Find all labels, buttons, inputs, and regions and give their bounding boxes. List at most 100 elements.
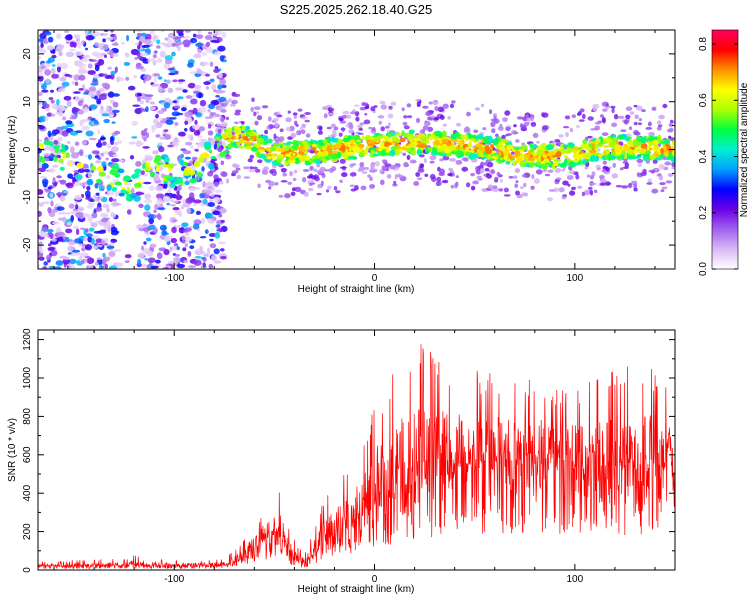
noise-blob (215, 224, 221, 228)
halo-blob (416, 101, 421, 106)
spectrogram-y-tick-label: 20 (22, 48, 33, 60)
noise-blob (88, 58, 94, 62)
ridge-blob (118, 192, 125, 197)
halo-blob (425, 111, 432, 117)
halo-blob (361, 102, 366, 106)
halo-blob (295, 130, 300, 136)
ridge-blob (270, 146, 276, 152)
ridge-blob (311, 155, 320, 160)
noise-blob (117, 140, 123, 145)
halo-blob (251, 166, 258, 170)
ridge-blob (54, 148, 59, 153)
noise-blob (100, 229, 107, 233)
ridge-blob (189, 178, 198, 184)
ridge-blob (198, 156, 204, 163)
noise-blob (152, 36, 157, 42)
noise-blob (64, 73, 71, 77)
colorbar: 0.0 0.2 0.4 0.6 0.8 Normalized spectral ampl… (698, 29, 750, 276)
halo-blob (403, 125, 410, 130)
noise-blob (52, 221, 60, 225)
noise-blob (175, 194, 182, 201)
ridge-blob (468, 138, 476, 142)
noise-blob (96, 257, 102, 261)
noise-blob (124, 182, 132, 186)
halo-blob (254, 168, 261, 173)
noise-blob (99, 136, 106, 141)
halo-blob (331, 132, 338, 137)
ridge-blob (536, 149, 545, 156)
ridge-blob (347, 156, 355, 160)
noise-blob (173, 256, 181, 263)
noise-blob (114, 66, 118, 73)
halo-blob (654, 168, 659, 172)
colorbar-tick-label: 0.0 (698, 262, 709, 276)
noise-blob (46, 254, 52, 261)
halo-blob (295, 123, 299, 127)
noise-blob (53, 266, 62, 269)
halo-blob (449, 103, 455, 109)
noise-blob (210, 40, 219, 43)
halo-blob (333, 126, 339, 131)
halo-blob (633, 183, 638, 189)
noise-blob (88, 91, 96, 98)
halo-blob (436, 176, 442, 182)
halo-blob (357, 168, 365, 172)
noise-blob (149, 243, 157, 248)
halo-blob (601, 117, 606, 123)
halo-blob (220, 116, 225, 123)
halo-blob (267, 116, 272, 122)
ridge-blob (670, 146, 675, 150)
chart-title: S225.2025.262.18.40.G25 (280, 2, 433, 17)
ridge-blob (388, 132, 392, 138)
halo-blob (437, 106, 444, 113)
halo-blob (429, 160, 435, 164)
halo-blob (218, 180, 224, 185)
ridge-blob (297, 145, 305, 151)
noise-blob (178, 131, 186, 137)
ridge-blob (95, 178, 103, 184)
ridge-blob (98, 171, 107, 177)
halo-blob (325, 189, 330, 193)
spectrogram-x-tick-label: 0 (372, 273, 378, 284)
noise-blob (81, 40, 85, 45)
noise-blob (112, 203, 122, 206)
halo-blob (220, 109, 227, 113)
noise-blob (102, 73, 108, 77)
noise-blob (158, 85, 163, 93)
halo-blob (492, 185, 498, 189)
ridge-blob (513, 146, 522, 151)
ridge-blob (86, 178, 94, 186)
halo-blob (278, 136, 285, 142)
noise-blob (112, 93, 120, 97)
noise-blob (69, 146, 75, 154)
noise-blob (155, 185, 164, 192)
noise-blob (106, 143, 112, 149)
noise-blob (199, 106, 207, 113)
ridge-blob (322, 139, 328, 144)
snr-x-tick-label: -100 (164, 574, 184, 585)
ridge-blob (315, 158, 321, 165)
ridge-blob (59, 166, 65, 171)
noise-blob (203, 81, 211, 85)
noise-blob (58, 51, 63, 57)
ridge-blob (163, 180, 169, 184)
noise-blob (126, 209, 132, 215)
noise-blob (57, 212, 66, 215)
halo-blob (514, 168, 521, 174)
halo-blob (658, 124, 663, 128)
noise-blob (98, 264, 103, 269)
halo-blob (226, 116, 229, 121)
noise-blob (165, 119, 174, 125)
noise-blob (73, 181, 82, 187)
halo-blob (640, 171, 647, 177)
halo-blob (341, 172, 348, 178)
noise-blob (139, 100, 144, 105)
noise-blob (189, 192, 195, 199)
ridge-blob (373, 153, 381, 157)
noise-blob (92, 235, 99, 239)
noise-blob (189, 160, 194, 164)
noise-blob (157, 252, 163, 259)
ridge-blob (376, 138, 381, 143)
noise-blob (151, 84, 157, 87)
noise-blob (204, 35, 212, 40)
